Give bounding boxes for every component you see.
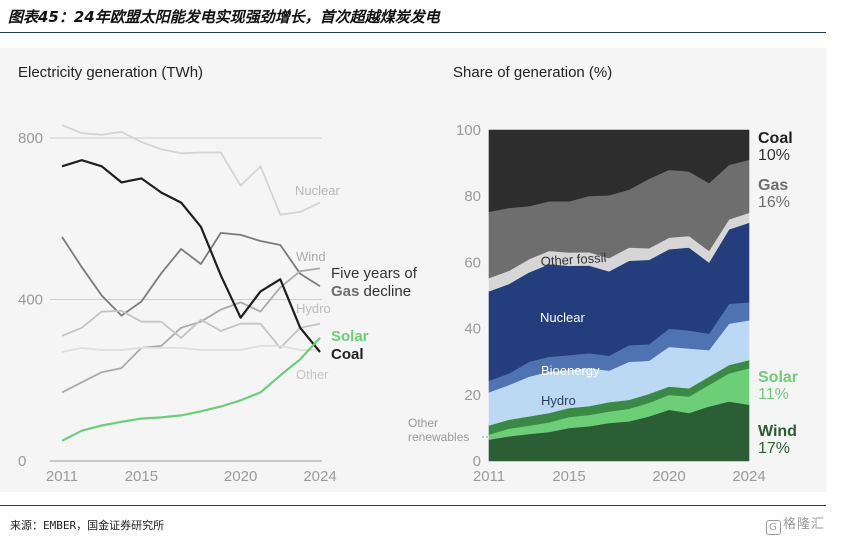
side-label-wind: Wind	[758, 423, 797, 440]
area-label-other-renewables-line1: Other	[408, 416, 438, 430]
line-series-other	[61, 344, 320, 353]
line-series-solar	[61, 337, 321, 442]
area-label-other-fossil: Other fossil	[540, 250, 607, 269]
area-label-other-renewables-line2: renewables	[408, 430, 469, 444]
right-ytick-60: 60	[464, 254, 481, 271]
right-ytick-80: 80	[464, 188, 481, 205]
right-xtick-2024: 2024	[732, 468, 765, 485]
line-label-other: Other	[296, 367, 329, 382]
line-label-hydro: Hydro	[296, 301, 331, 316]
side-label-gas: Gas	[758, 177, 788, 194]
right-ytick-100: 100	[456, 122, 481, 139]
chart-panel: Electricity generation (TWh) 0 400 800 2011 2…	[0, 48, 826, 492]
bottom-divider	[0, 505, 826, 506]
left-ytick-0: 0	[18, 453, 26, 470]
gas-annotation-bold: Gas	[331, 283, 359, 300]
area-band-coal	[488, 129, 750, 213]
gas-annotation-rest: decline	[359, 283, 411, 300]
watermark-icon: G	[766, 520, 781, 535]
right-chart-title: Share of generation (%)	[453, 64, 612, 81]
left-xtick-2015: 2015	[125, 468, 158, 485]
side-value-solar: 11%	[758, 386, 789, 403]
line-label-nuclear: Nuclear	[295, 183, 340, 198]
watermark-logo: G 格隆汇	[766, 513, 825, 535]
line-series-wind	[61, 267, 321, 394]
side-value-wind: 17%	[758, 440, 790, 457]
source-note: 来源：EMBER，国金证券研究所	[10, 519, 165, 532]
right-ytick-20: 20	[464, 387, 481, 404]
line-series-nuclear	[61, 124, 321, 216]
right-xtick-2020: 2020	[652, 468, 685, 485]
line-series-coal	[61, 159, 321, 353]
right-xtick-2011: 2011	[473, 468, 505, 485]
right-ytick-0: 0	[473, 453, 481, 470]
top-divider	[0, 32, 826, 33]
line-series-gas	[61, 231, 321, 317]
side-value-coal: 10%	[758, 147, 790, 164]
area-label-hydro: Hydro	[541, 393, 576, 408]
side-label-solar: Solar	[758, 369, 798, 386]
side-value-gas: 16%	[758, 194, 790, 211]
left-xtick-2020: 2020	[224, 468, 257, 485]
watermark-text: 格隆汇	[783, 517, 826, 532]
gas-annotation-line2: Gas decline	[331, 283, 411, 300]
line-label-wind: Wind	[296, 249, 326, 264]
left-xtick-2024: 2024	[303, 468, 336, 485]
area-label-nuclear: Nuclear	[540, 310, 585, 325]
line-label-coal: Coal	[331, 346, 364, 363]
side-label-coal: Coal	[758, 130, 793, 147]
figure-title: 图表45：24年欧盟太阳能发电实现强劲增长，首次超越煤炭发电	[8, 8, 440, 26]
line-series-hydro	[61, 309, 321, 349]
area-label-bioenergy: Bioenergy	[541, 363, 600, 378]
left-xtick-2011: 2011	[46, 468, 78, 485]
gas-annotation-line1: Five years of	[331, 265, 418, 282]
line-label-solar: Solar	[331, 328, 369, 345]
right-xtick-2015: 2015	[552, 468, 585, 485]
left-chart-title: Electricity generation (TWh)	[18, 64, 203, 81]
right-ytick-40: 40	[464, 321, 481, 338]
left-ytick-400: 400	[18, 292, 43, 309]
left-ytick-800: 800	[18, 130, 43, 147]
